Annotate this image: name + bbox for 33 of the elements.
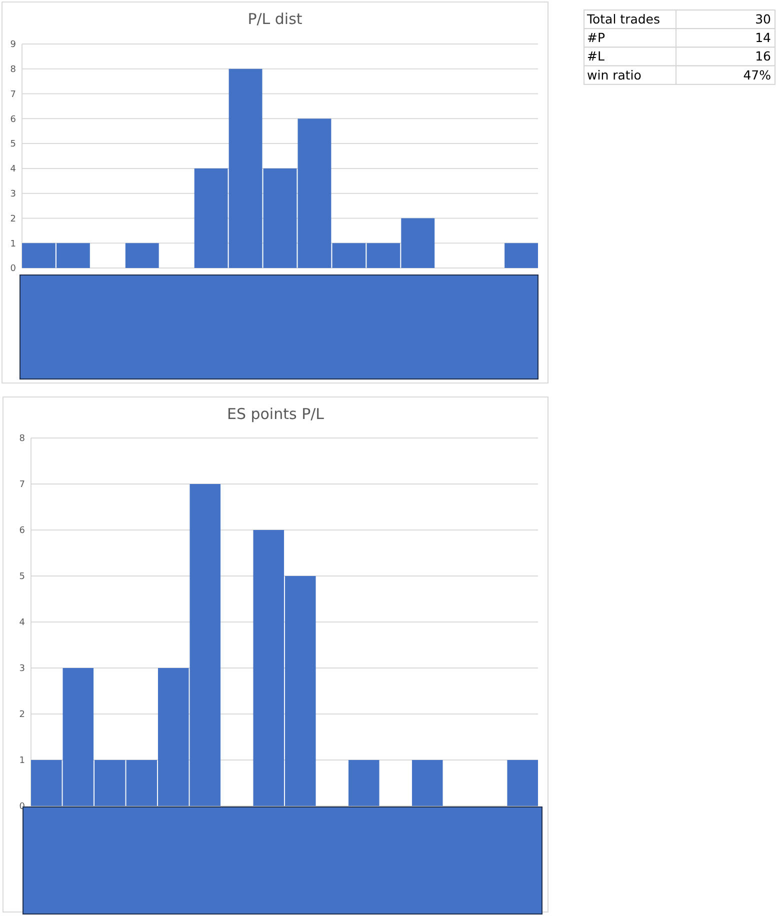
y-tick-label: 0 bbox=[10, 264, 16, 274]
y-tick-label: 2 bbox=[10, 214, 16, 224]
bar bbox=[348, 760, 380, 806]
text: 47% bbox=[743, 67, 771, 82]
category-label: #P bbox=[587, 30, 606, 46]
y-tick-label: 1 bbox=[10, 239, 16, 250]
chart-title: ES points P/L bbox=[226, 405, 325, 423]
chart-title: P/L dist bbox=[248, 10, 302, 28]
y-tick-label: 2 bbox=[19, 710, 25, 720]
bar bbox=[504, 243, 538, 268]
y-tick-label: 7 bbox=[10, 90, 16, 100]
bar bbox=[507, 760, 538, 806]
y-tick-label: 6 bbox=[19, 526, 26, 536]
text: 14 bbox=[755, 30, 771, 46]
category-label: Total trades bbox=[586, 12, 660, 26]
text: 30 bbox=[755, 12, 771, 26]
y-tick-label: 8 bbox=[19, 434, 26, 444]
y-tick-label: 3 bbox=[19, 664, 25, 674]
y-tick-label: 6 bbox=[10, 114, 16, 125]
y-tick-label: 4 bbox=[10, 164, 16, 175]
y-tick-label: 4 bbox=[19, 618, 26, 628]
y-tick-label: 1 bbox=[19, 756, 25, 766]
y-tick-label: 5 bbox=[10, 140, 16, 150]
y-tick-label: 8 bbox=[10, 65, 16, 76]
y-tick-label: 9 bbox=[10, 40, 16, 50]
y-tick-label: 5 bbox=[19, 572, 25, 582]
y-tick-label: 3 bbox=[10, 189, 16, 200]
category-label: win ratio bbox=[587, 67, 642, 82]
bar bbox=[125, 243, 159, 268]
text: 16 bbox=[755, 48, 771, 64]
y-tick-label: 7 bbox=[19, 480, 25, 490]
category-label: #L bbox=[587, 48, 604, 64]
bar bbox=[412, 760, 443, 806]
